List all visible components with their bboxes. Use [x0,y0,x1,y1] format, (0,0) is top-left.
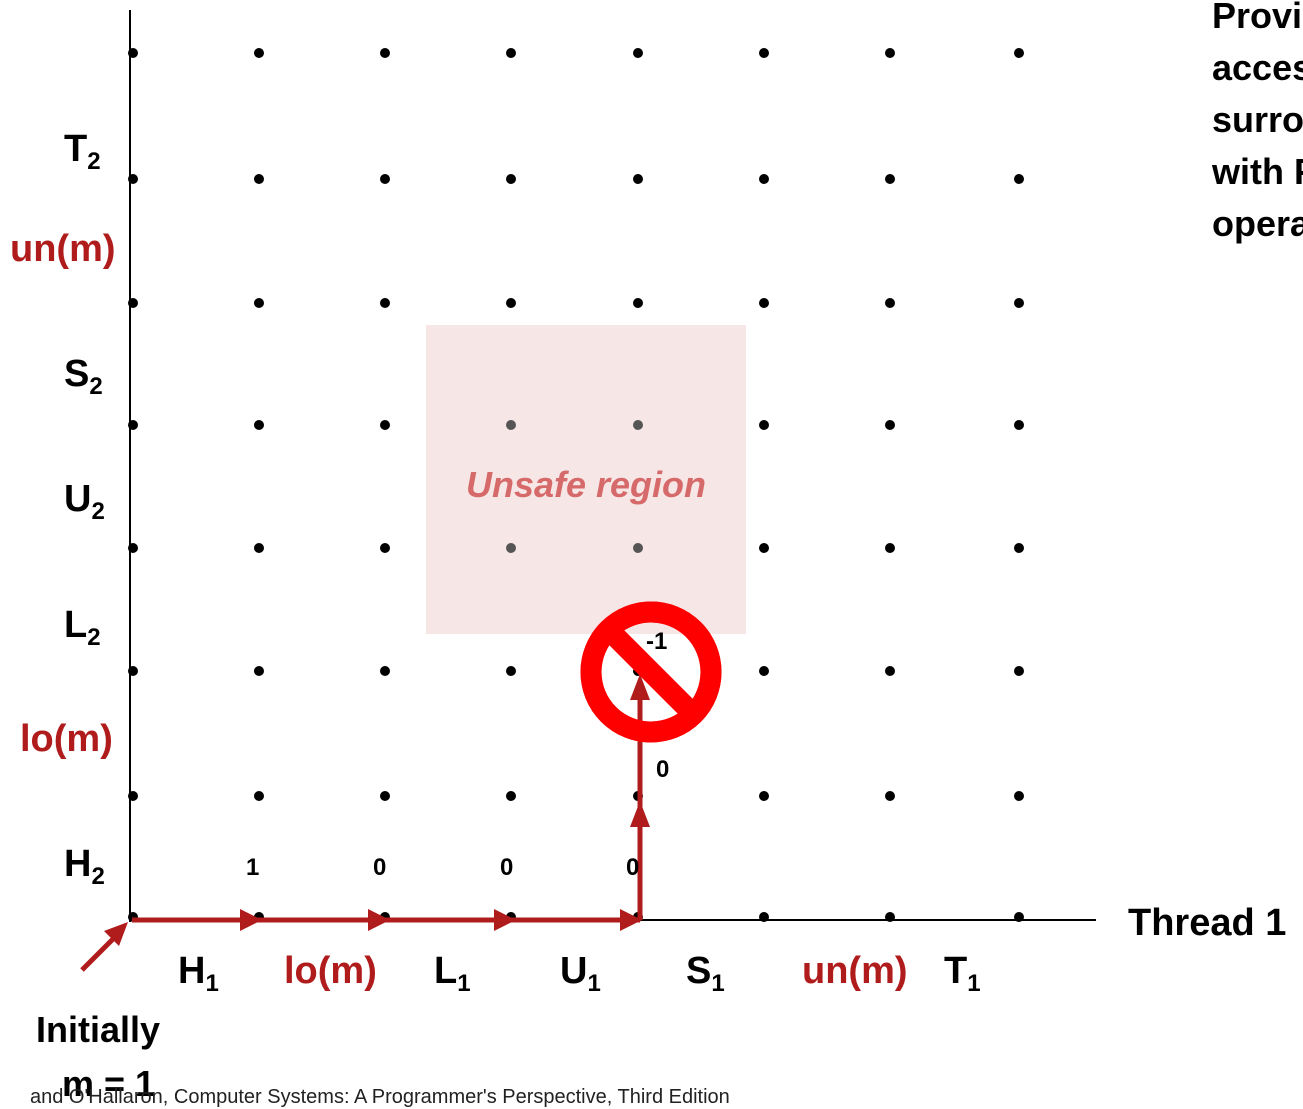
unsafe-region-label: Unsafe region [465,464,707,505]
grid-dot [254,543,264,553]
x-label-l1: L1 [434,950,471,997]
grid-dot [759,791,769,801]
path-arrowhead [630,801,650,827]
grid-dot [1014,420,1024,430]
y-label-l2: L2 [64,604,101,651]
grid-dot [633,543,643,553]
grid-dot [633,48,643,58]
grid-dot [506,420,516,430]
y-label-t2: T2 [64,128,101,175]
path-arrowhead [630,674,650,700]
y-label-unlock: un(m) [10,228,116,270]
grid-dot [128,48,138,58]
x-label-lock: lo(m) [284,950,377,992]
grid-dot [254,174,264,184]
note-line: with P [1212,151,1303,192]
grid-dot [1014,174,1024,184]
y-label-lock: lo(m) [20,718,113,760]
y-label-h2: H2 [64,843,105,890]
grid-dot [759,912,769,922]
x-label-t1: T1 [944,950,981,997]
grid-dot [1014,912,1024,922]
grid-dot [885,298,895,308]
mutex-value: 0 [373,854,387,881]
grid-dot [1014,298,1024,308]
initial-state-arrow [80,922,128,972]
grid-dot [254,420,264,430]
note-line: surrou [1212,99,1303,140]
grid-dot [506,298,516,308]
path-arrowhead [368,909,390,931]
grid-dot [759,543,769,553]
grid-dot [380,666,390,676]
note-line: Provid [1212,0,1303,36]
grid-dot [380,48,390,58]
grid-dot [254,791,264,801]
grid-dot [380,420,390,430]
grid-dot [885,791,895,801]
grid-dot [885,48,895,58]
x-label-h1: H1 [178,950,219,997]
grid-dot [128,420,138,430]
mutex-value: 0 [656,756,670,783]
grid-dot [128,666,138,676]
grid-dot [506,48,516,58]
x-label-u1: U1 [560,950,601,997]
grid-dot [506,174,516,184]
grid-dot [885,174,895,184]
mutex-value: 0 [500,854,514,881]
grid-dot [759,420,769,430]
path-arrowhead [494,909,516,931]
grid-dot [633,298,643,308]
note-line: opera [1212,203,1303,244]
grid-dot [1014,791,1024,801]
grid-dot [759,174,769,184]
grid-dot [128,174,138,184]
grid-dot [885,666,895,676]
unsafe-region [426,325,746,634]
grid-dot [380,298,390,308]
grid-dot [1014,543,1024,553]
mutex-value: 0 [626,854,640,881]
grid-dot [506,543,516,553]
path-arrowhead [620,909,642,931]
grid-dot [506,791,516,801]
x-axis-title: Thread 1 [1128,902,1287,944]
grid-dot [759,48,769,58]
grid-dot [885,420,895,430]
path-arrowhead [240,909,262,931]
mutex-value: 1 [246,854,260,881]
grid-dot [1014,666,1024,676]
grid-dot [759,298,769,308]
mutex-initial-value: m = 1 [62,1063,156,1104]
note-line: acces [1212,47,1303,88]
initially-label: Initially [36,1009,161,1050]
footer-citation: and O'Hallaron, Computer Systems: A Prog… [30,1086,730,1108]
grid-dot [1014,48,1024,58]
x-label-s1: S1 [686,950,725,997]
grid-dot [885,543,895,553]
x-label-unlock: un(m) [802,950,908,992]
grid-dot [380,543,390,553]
grid-dot [380,791,390,801]
grid-dot [506,666,516,676]
grid-dot [128,298,138,308]
y-label-s2: S2 [64,353,103,400]
grid-dot [254,298,264,308]
grid-dot [885,912,895,922]
grid-dot [254,666,264,676]
grid-dot [759,666,769,676]
y-label-u2: U2 [64,478,105,525]
grid-dot [633,420,643,430]
grid-dot [128,791,138,801]
grid-dot [380,174,390,184]
grid-dot [128,543,138,553]
grid-dot [254,48,264,58]
mutex-value: -1 [646,628,668,655]
grid-dot [633,174,643,184]
